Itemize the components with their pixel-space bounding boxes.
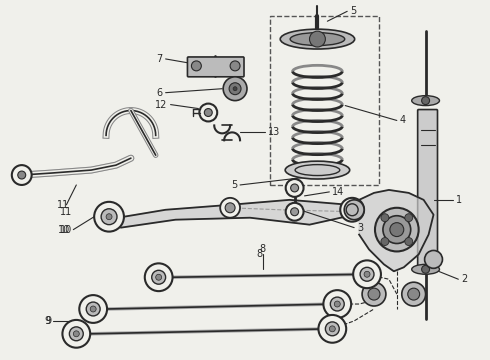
- Ellipse shape: [285, 161, 350, 179]
- Text: 8: 8: [257, 249, 263, 260]
- Circle shape: [220, 198, 240, 218]
- Text: 9: 9: [46, 316, 51, 326]
- Circle shape: [402, 282, 426, 306]
- Text: 13: 13: [268, 127, 280, 138]
- Circle shape: [421, 96, 430, 105]
- Text: 5: 5: [350, 6, 356, 16]
- Ellipse shape: [412, 96, 440, 105]
- Polygon shape: [359, 190, 434, 271]
- Ellipse shape: [280, 29, 355, 49]
- Circle shape: [421, 265, 430, 273]
- Circle shape: [405, 214, 413, 222]
- Text: 14: 14: [332, 187, 344, 197]
- Text: 10: 10: [60, 225, 73, 235]
- Circle shape: [79, 295, 107, 323]
- Circle shape: [204, 109, 212, 117]
- Text: 2: 2: [461, 274, 467, 284]
- Text: 5: 5: [231, 180, 237, 190]
- Circle shape: [70, 327, 83, 341]
- Circle shape: [12, 165, 32, 185]
- Circle shape: [62, 320, 90, 348]
- Circle shape: [156, 274, 162, 280]
- Circle shape: [325, 322, 339, 336]
- Circle shape: [86, 302, 100, 316]
- Circle shape: [329, 326, 335, 332]
- FancyBboxPatch shape: [188, 57, 244, 77]
- Circle shape: [334, 301, 340, 307]
- Circle shape: [364, 271, 370, 277]
- Circle shape: [230, 61, 240, 71]
- Circle shape: [346, 204, 358, 216]
- Circle shape: [192, 61, 201, 71]
- Circle shape: [106, 214, 112, 220]
- Text: 9: 9: [45, 316, 50, 326]
- Circle shape: [233, 87, 237, 91]
- Circle shape: [383, 216, 411, 243]
- Circle shape: [152, 270, 166, 284]
- Circle shape: [362, 282, 386, 306]
- Circle shape: [286, 179, 303, 197]
- Circle shape: [74, 331, 79, 337]
- Circle shape: [18, 171, 25, 179]
- Circle shape: [145, 264, 172, 291]
- Circle shape: [94, 202, 124, 231]
- Text: 10: 10: [58, 225, 71, 235]
- Text: 6: 6: [156, 88, 163, 98]
- Text: 7: 7: [156, 54, 163, 64]
- Circle shape: [360, 267, 374, 281]
- Bar: [270, 16, 379, 185]
- Text: 8: 8: [260, 244, 266, 255]
- Circle shape: [408, 288, 419, 300]
- Circle shape: [223, 77, 247, 100]
- Circle shape: [375, 208, 418, 251]
- Circle shape: [318, 315, 346, 343]
- Ellipse shape: [290, 33, 345, 46]
- Circle shape: [405, 238, 413, 246]
- Circle shape: [291, 184, 298, 192]
- Circle shape: [286, 203, 303, 221]
- Circle shape: [229, 83, 241, 95]
- Circle shape: [368, 288, 380, 300]
- FancyBboxPatch shape: [417, 109, 438, 270]
- Circle shape: [390, 223, 404, 237]
- Circle shape: [330, 297, 344, 311]
- Circle shape: [340, 198, 364, 222]
- Circle shape: [425, 251, 442, 268]
- Circle shape: [323, 290, 351, 318]
- Circle shape: [381, 214, 389, 222]
- Text: 11: 11: [57, 200, 70, 210]
- Circle shape: [381, 238, 389, 246]
- Ellipse shape: [412, 264, 440, 274]
- Circle shape: [225, 203, 235, 213]
- Circle shape: [90, 306, 96, 312]
- Text: 4: 4: [400, 116, 406, 126]
- Circle shape: [101, 209, 117, 225]
- Circle shape: [353, 260, 381, 288]
- Text: 11: 11: [60, 207, 73, 217]
- Circle shape: [291, 208, 298, 216]
- Text: 1: 1: [456, 195, 463, 205]
- Circle shape: [344, 200, 364, 220]
- Text: 12: 12: [155, 100, 168, 109]
- Polygon shape: [106, 200, 354, 228]
- Text: 3: 3: [357, 222, 363, 233]
- Circle shape: [310, 31, 325, 47]
